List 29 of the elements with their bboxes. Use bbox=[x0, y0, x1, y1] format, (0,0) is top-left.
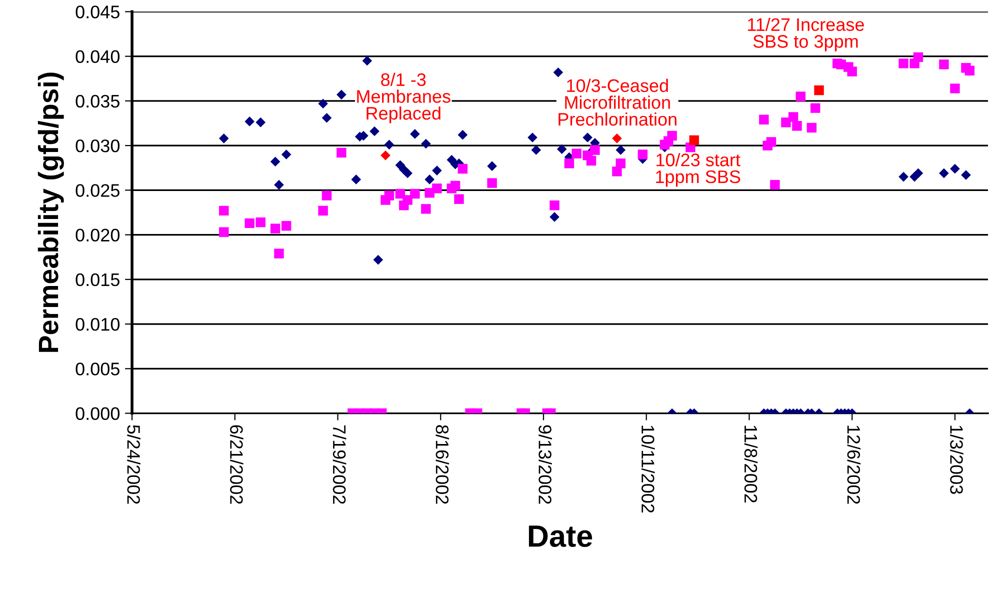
point bbox=[814, 85, 824, 96]
y-tick-label: 0.015 bbox=[76, 273, 120, 286]
x-tick-label: 9/13/2002 bbox=[538, 425, 552, 504]
y-tick-label: 0.005 bbox=[76, 362, 120, 376]
x-tick-label: 11/8/2002 bbox=[744, 426, 758, 502]
point bbox=[612, 134, 622, 144]
point bbox=[689, 135, 699, 146]
x-axis-title: Date bbox=[528, 526, 592, 547]
x-tick-label: 8/16/2002 bbox=[436, 425, 450, 504]
point bbox=[380, 150, 390, 160]
y-tick-label: 0.025 bbox=[76, 184, 120, 197]
y-tick-label: 0.035 bbox=[76, 94, 120, 108]
y-tick-label: 0.040 bbox=[76, 50, 120, 64]
annotation: 10/3-Ceased Microfiltration Prechlorination bbox=[558, 78, 676, 126]
x-tick-label: 12/6/2002 bbox=[847, 426, 860, 504]
x-tick-label: 6/21/2002 bbox=[230, 425, 244, 504]
y-tick-label: 0.010 bbox=[76, 318, 120, 331]
annotation: 8/1 -3 Membranes Replaced bbox=[357, 72, 450, 124]
y-tick-label: 0.020 bbox=[76, 228, 120, 242]
annotation: 10/23 start 1ppm SBS bbox=[656, 153, 740, 187]
x-tick-label: 1/3/2003 bbox=[950, 426, 964, 494]
x-tick-label: 7/19/2002 bbox=[332, 425, 346, 504]
x-tick-label: 10/11/2002 bbox=[642, 426, 655, 513]
annotation: 11/27 Increase SBS to 3ppm bbox=[748, 18, 864, 52]
y-tick-label: 0.000 bbox=[76, 407, 120, 420]
y-axis-title: Permeability (gfd/psi) bbox=[38, 72, 64, 352]
y-tick-label: 0.030 bbox=[76, 139, 120, 152]
y-tick-label: 0.045 bbox=[76, 6, 120, 18]
x-tick-label: 5/24/2002 bbox=[127, 425, 140, 504]
